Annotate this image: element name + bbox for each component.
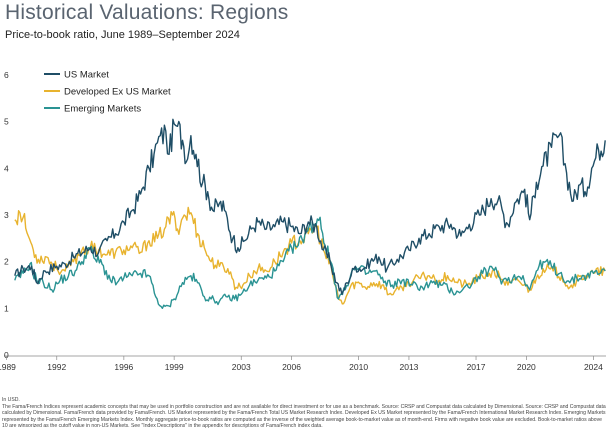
x-tick-label: 1989	[0, 362, 16, 372]
legend-label-us-market: US Market	[64, 70, 109, 81]
footnote-sources: The Fama/French Indices represent academ…	[2, 404, 606, 429]
x-tick-label: 1992	[47, 362, 66, 372]
x-tick-label: 2013	[399, 362, 418, 372]
y-tick-label: 0	[4, 350, 9, 360]
y-tick-label: 6	[4, 70, 9, 80]
y-tick-label: 3	[4, 210, 9, 220]
x-tick-label: 2010	[349, 362, 368, 372]
series-line-emerging-markets	[14, 216, 606, 309]
y-tick-label: 5	[4, 117, 9, 127]
x-tick-label: 2003	[232, 362, 251, 372]
footnote-currency: In USD.	[2, 397, 20, 403]
y-tick-label: 4	[4, 163, 9, 173]
series-line-us-market	[14, 118, 606, 295]
x-tick-label: 1996	[114, 362, 133, 372]
y-tick-label: 2	[4, 257, 9, 267]
legend-label-developed-ex-us: Developed Ex US Market	[64, 87, 171, 98]
legend-label-emerging-markets: Emerging Markets	[64, 104, 141, 115]
x-tick-label: 2024	[584, 362, 603, 372]
x-tick-label: 1999	[165, 362, 184, 372]
x-tick-label: 2017	[467, 362, 486, 372]
chart-title: Historical Valuations: Regions	[5, 1, 289, 24]
x-tick-label: 2020	[517, 362, 536, 372]
y-tick-label: 1	[4, 303, 9, 313]
x-tick-label: 2006	[282, 362, 301, 372]
chart-subtitle: Price-to-book ratio, June 1989–September…	[5, 29, 240, 41]
